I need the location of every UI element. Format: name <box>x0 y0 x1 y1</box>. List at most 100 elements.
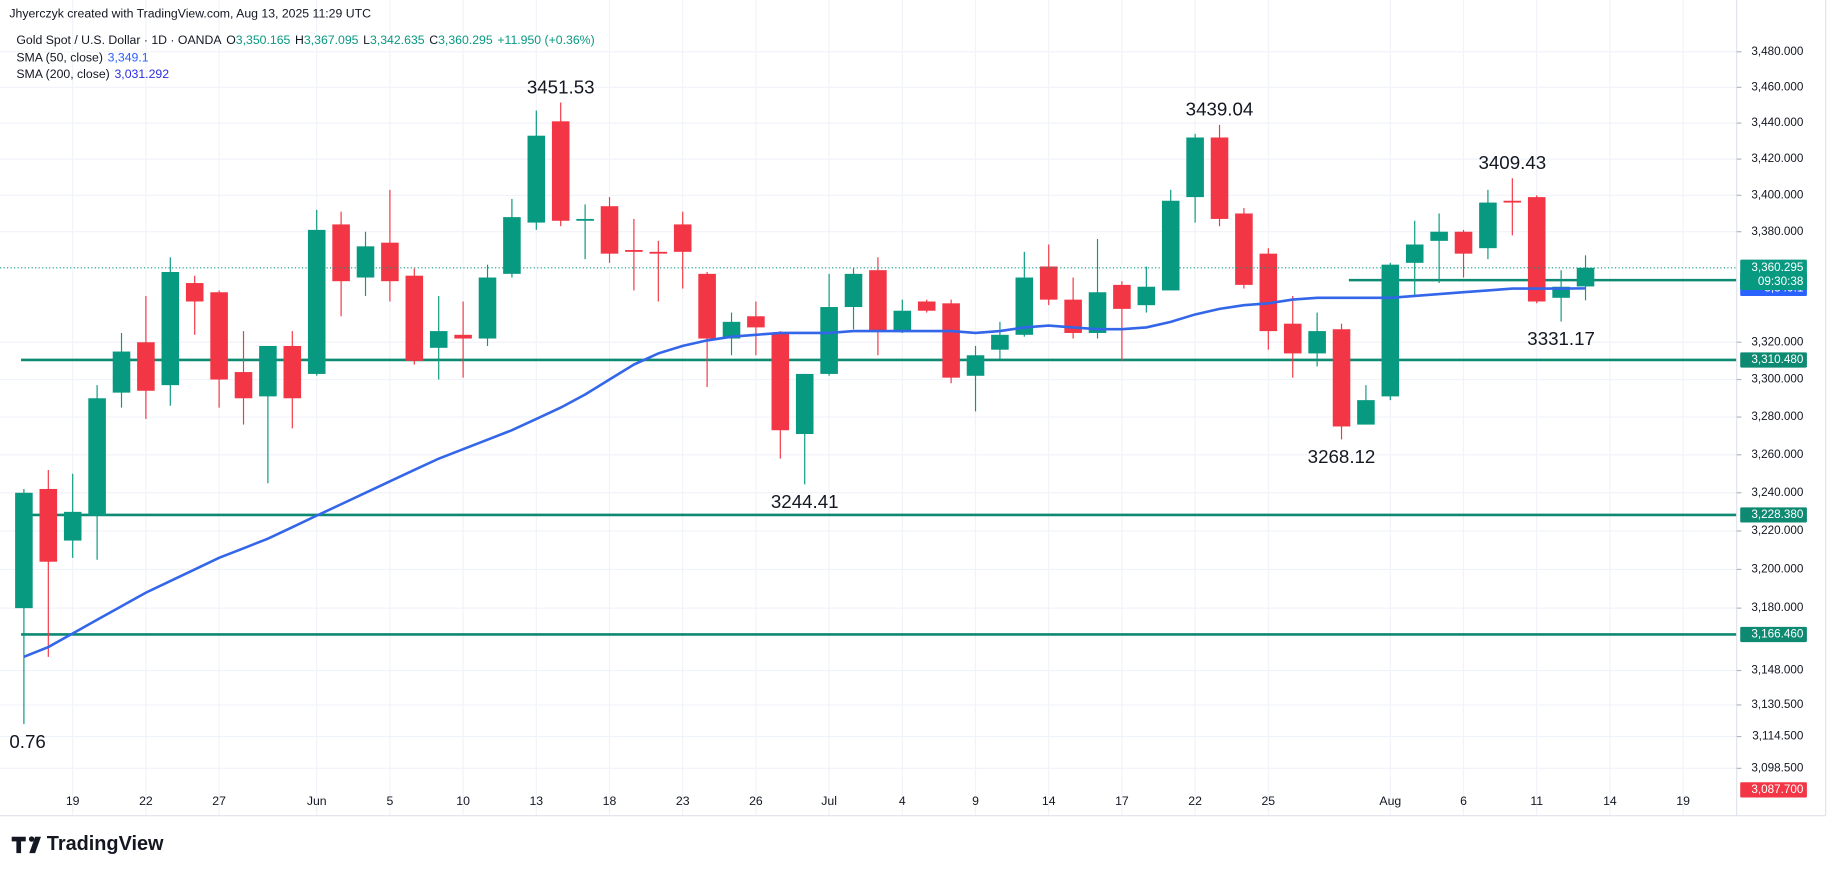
x-tick-label: 10 <box>456 794 470 808</box>
logo-mark <box>29 836 41 854</box>
candle-body <box>1454 231 1473 254</box>
candle-body <box>771 332 790 431</box>
y-tick-label: 3,280.000 <box>1751 410 1803 423</box>
candle-body <box>1552 286 1570 298</box>
y-tick-label: 3,220.000 <box>1751 524 1803 537</box>
candle-body <box>747 316 765 328</box>
candle-body <box>332 224 350 282</box>
candle-body <box>527 135 546 223</box>
candle-body <box>1235 213 1253 285</box>
candle-body <box>356 246 375 278</box>
candle-body <box>185 283 204 302</box>
study-name: SMA (50, close) <box>16 51 103 65</box>
x-tick-label: 13 <box>529 794 543 808</box>
y-tick-label: 3,260.000 <box>1751 448 1803 461</box>
candle-body <box>88 398 106 516</box>
candle-body <box>1137 286 1156 306</box>
axes: 3,480.000 3,460.000 3,440.000 3,420.000 3,40… <box>66 45 1807 808</box>
x-tick-label: 9 <box>972 794 979 808</box>
x-tick-label: 19 <box>1676 794 1690 808</box>
symbol: Gold Spot / U.S. Dollar · 1D · OANDA <box>16 33 222 47</box>
price-annotation: 3451.53 <box>527 76 595 97</box>
x-tick-label: 18 <box>603 794 617 808</box>
candle-body <box>1088 292 1107 333</box>
price-label: 3,310.480 <box>1751 353 1803 366</box>
candle-body <box>15 492 33 609</box>
candle-body <box>722 321 741 339</box>
price-label-box <box>1740 782 1807 798</box>
candle-body <box>869 270 887 332</box>
y-tick-label: 3,240.000 <box>1751 486 1803 499</box>
y-tick-label: 3,440.000 <box>1751 116 1803 129</box>
price-annotation: 0.76 <box>9 731 45 752</box>
candle-body <box>234 372 253 399</box>
candle-body <box>259 345 277 397</box>
x-tick-label: Jul <box>821 794 837 808</box>
logo-mark <box>11 836 26 854</box>
x-tick-label: 27 <box>212 794 226 808</box>
candle-body <box>844 273 863 308</box>
candle-body <box>942 303 960 378</box>
candle-body <box>307 229 326 374</box>
candle-body <box>283 345 302 399</box>
last-price-label: 3,360.295 <box>1751 261 1803 274</box>
candle-body <box>600 206 619 254</box>
candle-body <box>673 224 692 252</box>
price-label: 3,166.460 <box>1751 628 1803 641</box>
candle-body <box>161 272 180 386</box>
price-label-box <box>1740 507 1807 523</box>
study-entry: SMA (200, close) 3,031.292 <box>16 67 169 81</box>
candle-body <box>1161 200 1180 291</box>
ohlc-key: L <box>363 33 370 47</box>
x-tick-label: Jun <box>307 794 327 808</box>
candle-body <box>1405 244 1424 263</box>
ohlc-value: 3,367.095 <box>304 33 359 47</box>
logo-mark <box>28 836 35 842</box>
candle-body <box>893 310 912 332</box>
candle-body <box>649 251 668 254</box>
candle-body <box>503 217 521 274</box>
candle-body <box>39 488 58 562</box>
candle-body <box>917 301 936 311</box>
candle-body <box>625 249 643 252</box>
candle-body <box>63 511 82 541</box>
x-tick-label: 4 <box>899 794 906 808</box>
x-tick-label: 25 <box>1261 794 1275 808</box>
ohlc-value: 3,342.635 <box>370 33 425 47</box>
x-tick-label: 17 <box>1115 794 1129 808</box>
candle-body <box>1332 329 1351 427</box>
candle-body <box>551 121 570 221</box>
candle-body <box>1479 202 1497 249</box>
x-tick-label: 14 <box>1042 794 1056 808</box>
candle-body <box>1357 400 1375 425</box>
candle-body <box>1064 299 1082 333</box>
candle-body <box>820 307 838 374</box>
candle-body <box>429 331 448 348</box>
ohlc-value: 3,350.165 <box>236 33 291 47</box>
y-tick-label: 3,400.000 <box>1751 188 1803 201</box>
ohlc-key: H <box>295 33 304 47</box>
candle-body <box>1210 137 1229 219</box>
y-tick-label: 3,148.000 <box>1751 664 1803 677</box>
candle-body <box>381 242 399 282</box>
countdown: 09:30:38 <box>1758 275 1804 288</box>
candle-body <box>405 275 424 361</box>
candle-body <box>137 342 155 391</box>
candle-body <box>1503 200 1522 203</box>
ohlc-key: O <box>226 33 236 47</box>
y-tick-label: 3,480.000 <box>1751 45 1803 58</box>
price-annotation: 3244.41 <box>771 491 839 512</box>
price-annotation: 3409.43 <box>1478 152 1546 173</box>
y-tick-label: 3,114.500 <box>1752 730 1804 743</box>
x-tick-label: 26 <box>749 794 763 808</box>
x-tick-label: 22 <box>1188 794 1202 808</box>
brand-logo: TradingView <box>11 833 164 855</box>
symbol-legend: Gold Spot / U.S. Dollar · 1D · OANDA O3,3… <box>16 33 594 47</box>
candle-body <box>1430 231 1448 241</box>
sma-line <box>23 287 1586 659</box>
candle-body <box>454 334 472 339</box>
candle-body <box>576 218 594 221</box>
study-value: 3,349.1 <box>108 51 149 65</box>
